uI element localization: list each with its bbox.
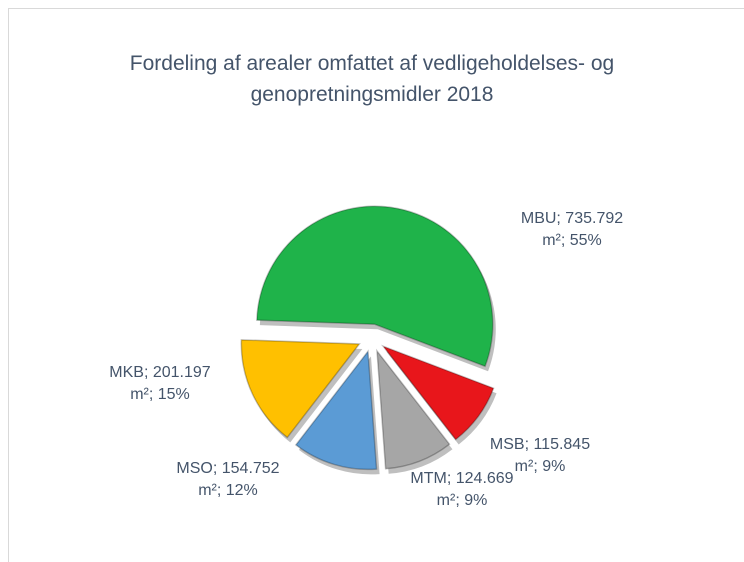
- pie-slice: [381, 344, 495, 441]
- pie-slice: [256, 205, 494, 368]
- data-label: MBU; 735.792 m²; 55%: [520, 210, 624, 249]
- chart-border: [8, 8, 744, 562]
- chart-title: Fordeling af arealer omfattet af vedlige…: [129, 52, 615, 106]
- pie-slice: [376, 348, 451, 470]
- pie-slice: [294, 349, 378, 471]
- data-label: MSB; 115.845 m²; 9%: [489, 436, 591, 475]
- pie-slice: [240, 339, 361, 439]
- data-label: MKB; 201.197 m²; 15%: [109, 364, 211, 403]
- data-label: MTM; 124.669 m²; 9%: [410, 470, 514, 509]
- data-label: MSO; 154.752 m²; 12%: [176, 460, 280, 499]
